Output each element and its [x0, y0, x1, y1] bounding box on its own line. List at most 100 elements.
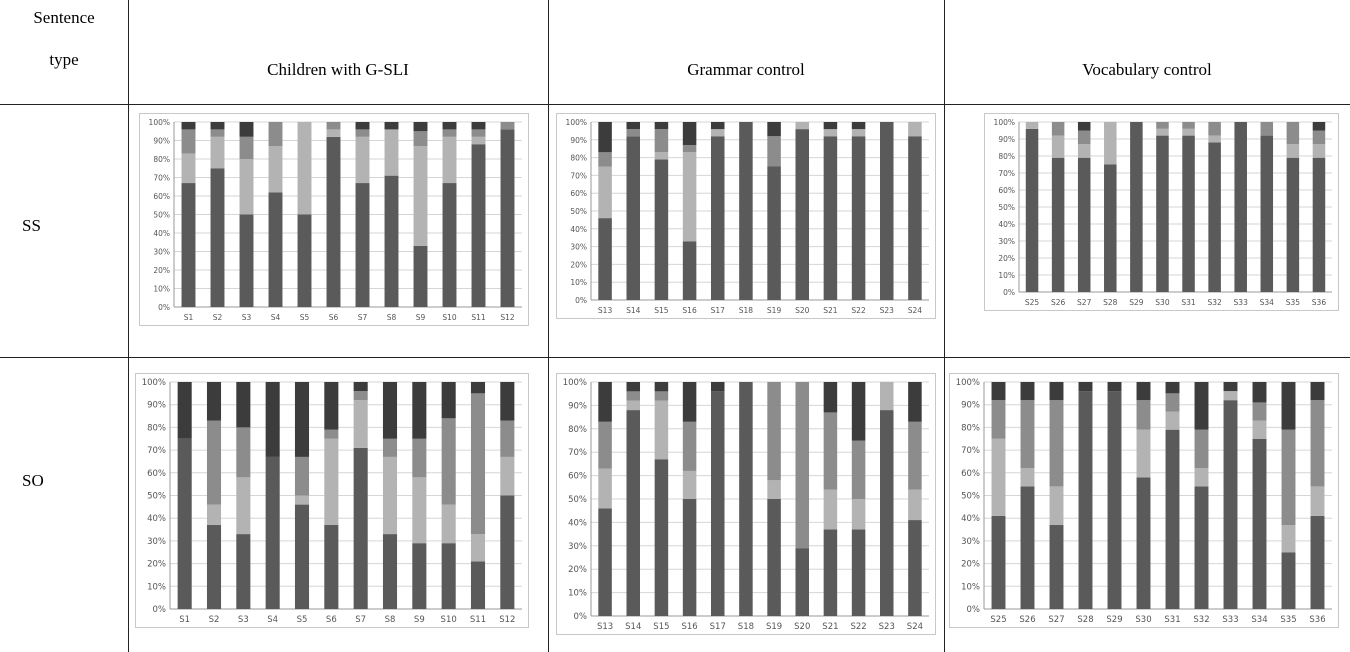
bar-segment: [851, 440, 866, 499]
bar-segment: [1077, 130, 1091, 145]
x-tick-label: S36: [1312, 298, 1327, 307]
bar-segment: [294, 456, 310, 496]
x-tick-label: S12: [500, 313, 515, 322]
bar-segment: [767, 499, 781, 616]
x-tick-label: S28: [1103, 298, 1118, 307]
bar-segment: [471, 129, 486, 137]
bar-segment: [326, 129, 341, 137]
x-tick-label: S14: [626, 306, 641, 315]
bar-segment: [1286, 144, 1300, 158]
bar-segment: [1107, 391, 1122, 609]
y-tick-label: 70%: [153, 174, 170, 183]
bar-segment: [1078, 382, 1093, 392]
bar-segment: [1051, 135, 1065, 158]
bar-segment: [324, 429, 339, 439]
y-tick-label: 70%: [961, 446, 980, 456]
bar-segment: [413, 146, 428, 246]
x-tick-label: S20: [794, 622, 810, 632]
bar-segment: [1020, 468, 1035, 487]
bar-segment: [710, 136, 725, 300]
bar-segment: [1286, 157, 1300, 292]
x-tick-label: S13: [597, 622, 613, 632]
bar-segment: [1051, 157, 1065, 292]
x-tick-label: S34: [1251, 615, 1267, 625]
bar-segment: [598, 382, 612, 422]
x-tick-label: S4: [267, 615, 278, 625]
bar-segment: [654, 400, 669, 460]
bar-segment: [413, 245, 428, 307]
bar-segment: [206, 382, 222, 421]
x-tick-label: S15: [653, 622, 669, 632]
y-tick-label: 80%: [568, 425, 587, 435]
bar-segment: [500, 122, 515, 130]
bar-segment: [767, 480, 781, 499]
bar-segment: [1208, 135, 1221, 143]
y-tick-label: 60%: [568, 472, 587, 482]
bar-segment: [1136, 400, 1151, 430]
x-tick-label: S27: [1077, 298, 1092, 307]
bar-segment: [682, 499, 697, 616]
bar-segment: [767, 382, 781, 481]
bar-segment: [1310, 382, 1325, 401]
bar-segment: [412, 438, 427, 478]
bar-segment: [355, 136, 370, 184]
bar-segment: [1312, 157, 1326, 292]
bar-segment: [682, 122, 697, 146]
chart-ss-vocabulary: 0% 10% 20% 30% 40% 50% 60% 70% 80% 90% 100% S25 S26 S…: [984, 113, 1339, 311]
bar-segment: [626, 410, 641, 616]
bar-segment: [470, 393, 486, 535]
x-tick-label: S17: [711, 306, 726, 315]
bar-segment: [654, 382, 669, 392]
bar-segment: [991, 400, 1006, 439]
column-header-grammar: Grammar control: [687, 60, 805, 79]
y-tick-label: 70%: [998, 169, 1015, 178]
bar-segment: [908, 520, 922, 616]
x-tick-label: S4: [271, 313, 281, 322]
y-tick-label: 60%: [153, 192, 170, 201]
y-tick-label: 10%: [961, 582, 980, 592]
bar-segment: [210, 122, 225, 130]
bar-segment: [326, 122, 341, 130]
bar-segment: [297, 214, 312, 307]
bar-segment: [210, 168, 225, 307]
bar-segment: [1165, 382, 1180, 394]
x-tick-label: S29: [1129, 298, 1144, 307]
bar-segment: [471, 122, 486, 130]
bar-segment: [1020, 400, 1035, 469]
y-tick-label: 40%: [147, 514, 166, 524]
bar-segment: [177, 438, 192, 609]
bar-segment: [382, 382, 398, 439]
bar-segment: [1025, 128, 1039, 292]
y-tick-label: 50%: [961, 492, 980, 502]
x-tick-label: S6: [326, 615, 337, 625]
bar-segment: [710, 129, 725, 137]
bar-segment: [413, 122, 428, 132]
bar-segment: [654, 159, 669, 300]
bar-segment: [626, 136, 641, 300]
bar-segment: [682, 421, 697, 471]
bar-segment: [326, 136, 341, 307]
bar-segment: [470, 534, 486, 562]
bar-segment: [1182, 135, 1195, 292]
bar-segment: [471, 136, 486, 145]
x-tick-label: S14: [625, 622, 641, 632]
bar-segment: [181, 122, 196, 130]
bar-segment: [739, 382, 753, 616]
bar-segment: [1194, 486, 1209, 609]
y-tick-label: 80%: [153, 155, 170, 164]
bar-segment: [682, 145, 697, 153]
column-header-vocabulary: Vocabulary control: [1082, 60, 1212, 79]
bar-segment: [1104, 122, 1117, 165]
x-tick-label: S18: [738, 622, 754, 632]
bar-segment: [355, 122, 370, 130]
bar-segment: [1051, 122, 1065, 136]
bar-segment: [471, 144, 486, 307]
y-tick-label: 30%: [147, 537, 166, 547]
x-tick-label: S34: [1260, 298, 1275, 307]
bar-segment: [500, 495, 515, 609]
bar-segment: [991, 438, 1006, 516]
y-tick-label: 100%: [149, 118, 170, 127]
bar-segment: [1020, 486, 1035, 609]
bar-segment: [851, 529, 866, 616]
chart-so-gsli: 0% 10% 20% 30% 40% 50% 60% 70% 80% 90% 100% S1 S2 S3 S…: [135, 373, 529, 628]
